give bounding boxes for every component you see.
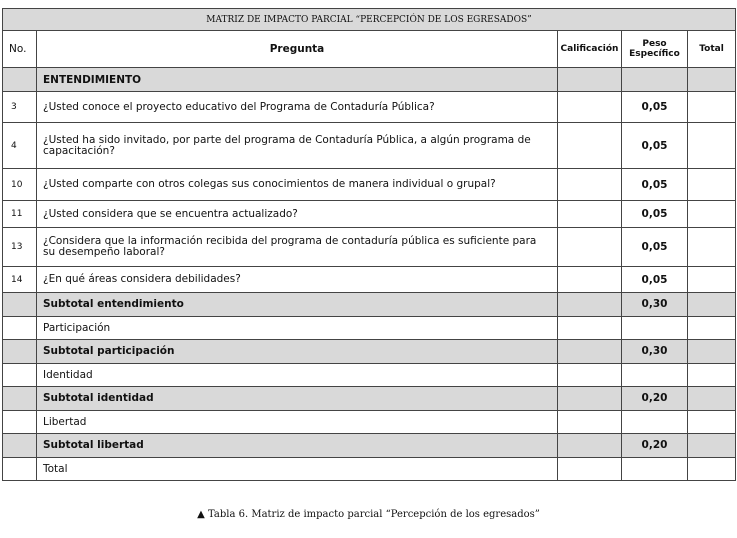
calificacion-cell <box>557 200 622 228</box>
question-number: 11 <box>2 200 37 228</box>
total-cell <box>686 456 737 481</box>
row-label: Total <box>36 456 558 481</box>
peso-cell <box>621 315 688 340</box>
question-text: ¿Usted comparte con otros colegas sus co… <box>36 168 558 201</box>
peso-cell: 0,20 <box>621 386 688 411</box>
table-title: MATRIZ DE IMPACTO PARCIAL “PERCEPCIÓN DE… <box>1 8 737 31</box>
peso-cell <box>621 456 688 481</box>
calificacion-cell <box>557 386 622 411</box>
total-cell <box>686 409 737 434</box>
question-row: 3 ¿Usted conoce el proyecto educativo de… <box>2 91 737 123</box>
row-label: Subtotal entendimiento <box>36 292 558 317</box>
number-cell <box>2 433 37 458</box>
header-calificacion: Calificación <box>557 30 622 68</box>
question-number: 10 <box>2 168 37 201</box>
header-pregunta: Pregunta <box>36 30 558 68</box>
total-cell <box>686 168 737 201</box>
peso-cell <box>621 362 688 387</box>
peso-cell: 0,05 <box>621 168 688 201</box>
row-label: Participación <box>36 315 558 340</box>
header-peso: Peso Específico <box>621 30 688 68</box>
number-cell <box>2 456 37 481</box>
question-row: 14 ¿En qué áreas considera debilidades? … <box>2 266 737 293</box>
calificacion-cell <box>557 168 622 201</box>
table-caption: ▲ Tabla 6. Matriz de impacto parcial “Pe… <box>0 509 737 520</box>
question-row: 13 ¿Considera que la información recibid… <box>2 227 737 267</box>
row-label: Subtotal identidad <box>36 386 558 411</box>
total-cell <box>686 266 737 293</box>
total-cell <box>686 386 737 411</box>
calificacion-cell <box>557 433 622 458</box>
peso-cell: 0,30 <box>621 339 688 364</box>
peso-cell: 0,20 <box>621 433 688 458</box>
number-cell <box>2 409 37 434</box>
subtotal-row: Subtotal participación 0,30 <box>2 339 737 364</box>
question-text: ¿Considera que la información recibida d… <box>36 227 558 267</box>
category-row: Total <box>2 456 737 481</box>
category-row: Participación <box>2 315 737 340</box>
calificacion-cell <box>557 292 622 317</box>
total-cell <box>686 339 737 364</box>
row-label: Subtotal libertad <box>36 433 558 458</box>
total-cell <box>686 433 737 458</box>
peso-cell: 0,05 <box>621 200 688 228</box>
subtotal-row: Subtotal identidad 0,20 <box>2 386 737 411</box>
impact-matrix-table: MATRIZ DE IMPACTO PARCIAL “PERCEPCIÓN DE… <box>1 8 737 481</box>
row-label: Subtotal participación <box>36 339 558 364</box>
subtotal-row: Subtotal libertad 0,20 <box>2 433 737 458</box>
question-row: 10 ¿Usted comparte con otros colegas sus… <box>2 168 737 201</box>
peso-cell <box>621 409 688 434</box>
number-cell <box>2 339 37 364</box>
total-cell <box>686 200 737 228</box>
peso-cell: 0,05 <box>621 266 688 293</box>
question-number: 13 <box>2 227 37 267</box>
total-cell <box>686 91 737 123</box>
category-row: Identidad <box>2 362 737 387</box>
header-total: Total <box>686 30 737 68</box>
triangle-icon: ▲ <box>197 509 205 520</box>
calificacion-cell <box>557 91 622 123</box>
calificacion-cell <box>557 315 622 340</box>
calificacion-cell <box>557 227 622 267</box>
total-cell <box>686 315 737 340</box>
peso-cell: 0,05 <box>621 91 688 123</box>
question-number: 3 <box>2 91 37 123</box>
calificacion-cell <box>557 456 622 481</box>
number-cell <box>2 315 37 340</box>
question-row: 4 ¿Usted ha sido invitado, por parte del… <box>2 122 737 169</box>
row-label: Identidad <box>36 362 558 387</box>
question-text: ¿Usted ha sido invitado, por parte del p… <box>36 122 558 169</box>
total-cell <box>686 122 737 169</box>
question-text: ¿Usted conoce el proyecto educativo del … <box>36 91 558 123</box>
peso-cell: 0,30 <box>621 292 688 317</box>
number-cell <box>2 292 37 317</box>
question-number: 4 <box>2 122 37 169</box>
question-text: ¿Usted considera que se encuentra actual… <box>36 200 558 228</box>
calificacion-cell <box>557 409 622 434</box>
calificacion-cell <box>557 122 622 169</box>
header-no: No. <box>2 30 37 68</box>
total-cell <box>686 292 737 317</box>
question-number: 14 <box>2 266 37 293</box>
calificacion-cell <box>557 266 622 293</box>
category-row: Libertad <box>2 409 737 434</box>
peso-cell: 0,05 <box>621 227 688 267</box>
total-cell <box>686 362 737 387</box>
number-cell <box>2 362 37 387</box>
question-text: ¿En qué áreas considera debilidades? <box>36 266 558 293</box>
row-label: Libertad <box>36 409 558 434</box>
section-title: ENTENDIMIENTO <box>36 67 558 92</box>
total-cell <box>686 227 737 267</box>
question-row: 11 ¿Usted considera que se encuentra act… <box>2 200 737 228</box>
subtotal-row: Subtotal entendimiento 0,30 <box>2 292 737 317</box>
calificacion-cell <box>557 362 622 387</box>
peso-cell: 0,05 <box>621 122 688 169</box>
calificacion-cell <box>557 339 622 364</box>
caption-text: Tabla 6. Matriz de impacto parcial “Perc… <box>208 509 540 520</box>
number-cell <box>2 386 37 411</box>
